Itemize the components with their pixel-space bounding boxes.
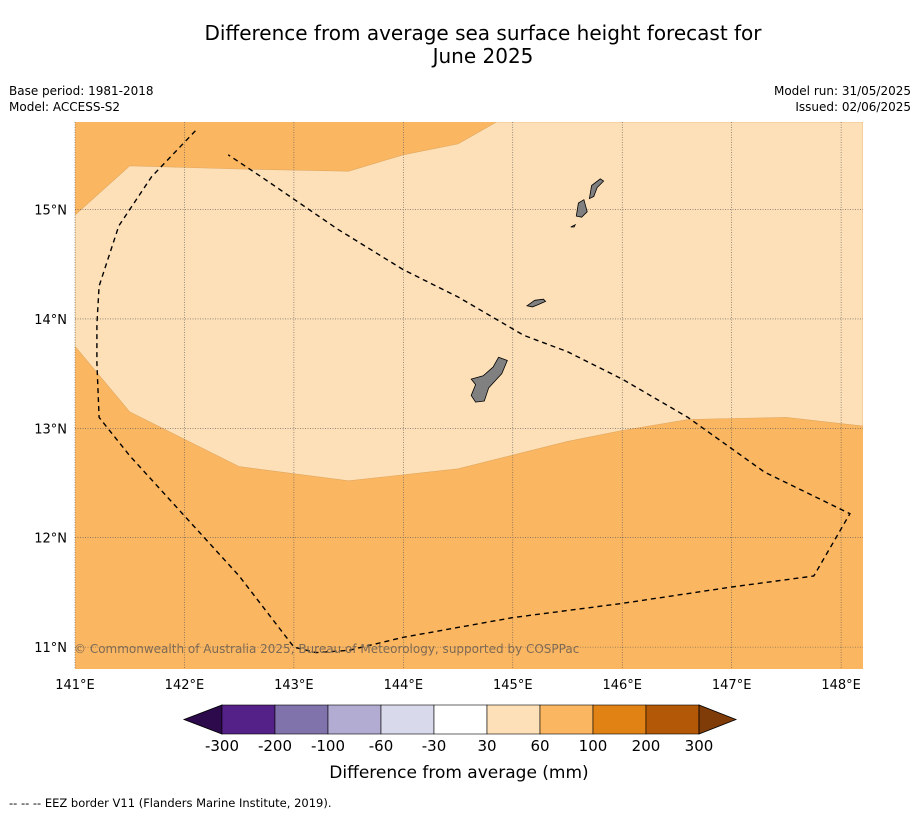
lon-tick-label: 143°E — [274, 678, 314, 693]
colorbar-tick-label: 200 — [632, 737, 661, 755]
colorbar-bin — [645, 704, 700, 735]
colorbar-bin — [327, 704, 382, 735]
colorbar-tick-label: -60 — [369, 737, 394, 755]
colorbar-tick-label: -30 — [422, 737, 447, 755]
lon-tick-label: 144°E — [384, 678, 424, 693]
island-saipan — [588, 178, 605, 200]
colorbar-bin — [433, 704, 488, 735]
model-run: Model run: 31/05/2025 — [773, 84, 911, 98]
colorbar-bin — [380, 704, 435, 735]
lat-tick-label: 12°N — [34, 532, 67, 547]
colorbar-bin — [221, 704, 276, 735]
colorbar-tick-label: 30 — [477, 737, 496, 755]
title-line-2: June 2025 — [432, 44, 534, 68]
colorbar-tick-label: -100 — [311, 737, 345, 755]
colorbar-bin — [592, 704, 647, 735]
islands — [470, 178, 605, 403]
title-line-1: Difference from average sea surface heig… — [204, 21, 762, 45]
lat-tick-label: 13°N — [34, 422, 67, 437]
island-tinian — [575, 199, 588, 218]
colorbar-tick-label: 100 — [579, 737, 608, 755]
lon-tick-label: 148°E — [821, 678, 861, 693]
lon-tick-label: 142°E — [165, 678, 205, 693]
anomaly-regions — [75, 122, 863, 482]
colorbar: -300 -200 -100 -60 -30 30 60 100 200 300 — [182, 704, 738, 755]
issued-date: Issued: 02/06/2025 — [795, 100, 911, 114]
base-period: Base period: 1981-2018 — [9, 84, 154, 98]
anomaly-region — [75, 122, 863, 482]
colorbar-extend-low — [182, 704, 223, 735]
colorbar-tick-label: -300 — [205, 737, 239, 755]
meta-left: Base period: 1981-2018 Model: ACCESS-S2 — [9, 83, 154, 115]
colorbar-tick-label: 300 — [685, 737, 714, 755]
lat-tick-label: 15°N — [34, 204, 67, 219]
colorbar-bin — [486, 704, 541, 735]
copyright-text: © Commonwealth of Australia 2025, Bureau… — [74, 642, 579, 656]
eez-border-line — [96, 130, 851, 654]
colorbar-tick-label: 60 — [530, 737, 549, 755]
meta-right: Model run: 31/05/2025 Issued: 02/06/2025 — [774, 83, 911, 115]
lon-tick-label: 141°E — [55, 678, 95, 693]
colorbar-bin — [539, 704, 594, 735]
island-rota — [526, 298, 547, 308]
colorbar-bin — [274, 704, 329, 735]
colorbar-tick-label: -200 — [258, 737, 292, 755]
lat-tick-label: 14°N — [34, 313, 67, 328]
island-aguijan — [570, 223, 577, 228]
eez-footnote: -- -- -- EEZ border V11 (Flanders Marine… — [9, 796, 332, 810]
gridlines — [74, 122, 863, 669]
colorbar-title: Difference from average (mm) — [329, 763, 588, 783]
lon-tick-label: 145°E — [493, 678, 533, 693]
axis-tick-labels: 141°E 142°E 143°E 144°E 145°E 146°E 147°E 148°E… — [34, 204, 861, 693]
lon-tick-label: 146°E — [602, 678, 642, 693]
island-guam — [470, 356, 508, 403]
model-name: Model: ACCESS-S2 — [9, 100, 121, 114]
colorbar-extend-high — [698, 704, 738, 735]
page-title: Difference from average sea surface heig… — [0, 22, 919, 68]
lat-tick-label: 11°N — [34, 641, 67, 656]
lon-tick-label: 147°E — [712, 678, 752, 693]
